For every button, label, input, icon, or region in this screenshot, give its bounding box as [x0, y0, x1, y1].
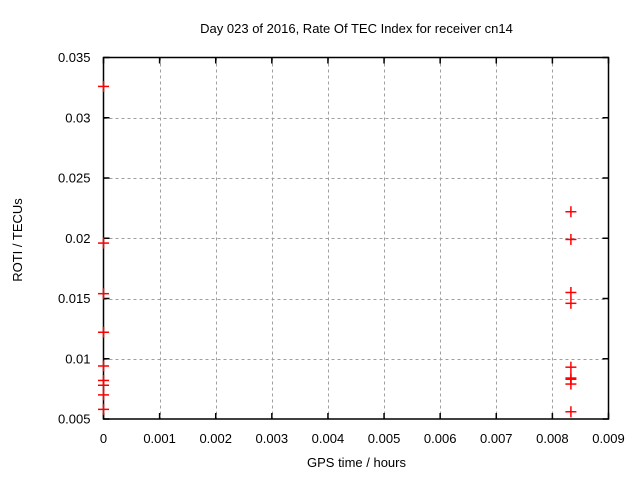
y-tick-label: 0.02: [65, 231, 90, 246]
y-tick-label: 0.03: [65, 110, 90, 125]
x-tick-label: 0: [100, 431, 107, 446]
y-tick-label: 0.005: [58, 412, 91, 427]
x-tick-label: 0.001: [143, 431, 176, 446]
x-tick-label: 0.002: [199, 431, 232, 446]
y-tick-label: 0.015: [58, 291, 91, 306]
x-tick-label: 0.003: [256, 431, 289, 446]
y-tick-label: 0.025: [58, 171, 91, 186]
y-tick-label: 0.035: [58, 50, 91, 65]
chart-title: Day 023 of 2016, Rate Of TEC Index for r…: [200, 21, 513, 36]
x-tick-label: 0.004: [312, 431, 345, 446]
x-tick-label: 0.005: [368, 431, 401, 446]
x-tick-label: 0.007: [480, 431, 513, 446]
x-tick-label: 0.009: [592, 431, 625, 446]
y-tick-label: 0.01: [65, 351, 90, 366]
x-axis-title: GPS time / hours: [307, 455, 406, 470]
y-axis-title: ROTI / TECUs: [10, 198, 25, 282]
x-tick-label: 0.008: [536, 431, 569, 446]
x-tick-label: 0.006: [424, 431, 457, 446]
